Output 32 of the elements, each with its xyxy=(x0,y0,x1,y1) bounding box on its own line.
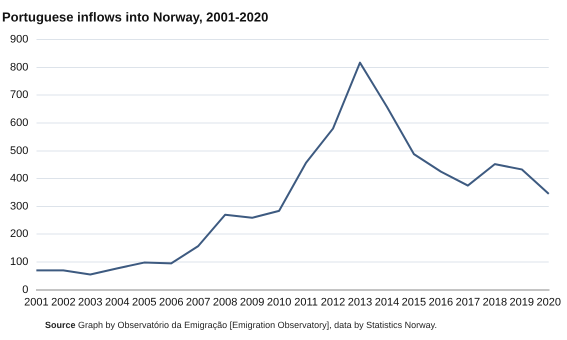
x-tick-label: 2016 xyxy=(428,296,454,308)
y-tick-label: 800 xyxy=(10,61,28,74)
x-tick-label: 2006 xyxy=(158,296,184,308)
x-tick-label: 2019 xyxy=(510,296,534,308)
x-tick-label: 2008 xyxy=(212,296,238,308)
y-tick-label: 600 xyxy=(10,117,28,130)
x-tick-label: 2007 xyxy=(186,296,210,308)
x-tick-label: 2011 xyxy=(294,296,318,308)
x-tick-label: 2005 xyxy=(132,296,156,308)
x-tick-label: 2012 xyxy=(320,296,346,308)
x-tick-label: 2010 xyxy=(266,296,292,308)
x-tick-label: 2014 xyxy=(374,296,400,308)
y-tick-label: 900 xyxy=(10,34,28,46)
x-tick-label: 2018 xyxy=(482,296,508,308)
y-tick-label: 400 xyxy=(10,172,28,185)
y-tick-label: 100 xyxy=(10,256,28,268)
x-tick-label: 2013 xyxy=(348,296,372,308)
x-tick-label: 2020 xyxy=(536,296,562,308)
x-tick-label: 2003 xyxy=(78,296,103,308)
source-note: Source Graph by Observatório da Emigração [Emigration Observatory], data by Statistics Norway. xyxy=(45,320,437,330)
chart-title: Portuguese inflows into Norway, 2001-2020 xyxy=(2,9,268,24)
y-tick-label: 0 xyxy=(22,284,28,296)
x-tick-label: 2002 xyxy=(51,296,76,308)
y-tick-label: 200 xyxy=(10,228,28,240)
y-tick-label: 500 xyxy=(10,144,28,157)
y-tick-label: 700 xyxy=(10,89,28,102)
x-tick-label: 2009 xyxy=(240,296,264,308)
x-tick-label: 2001 xyxy=(24,296,49,308)
x-tick-label: 2015 xyxy=(402,296,426,308)
y-tick-label: 300 xyxy=(10,200,28,212)
x-tick-label: 2004 xyxy=(105,296,130,308)
x-tick-label: 2017 xyxy=(456,296,480,308)
